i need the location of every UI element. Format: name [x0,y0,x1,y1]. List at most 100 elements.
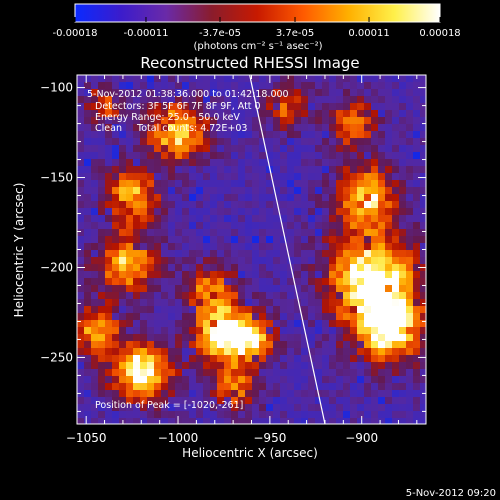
heatmap-cell [175,159,183,167]
heatmap-cell [189,306,197,314]
heatmap-cell [231,75,239,83]
heatmap-cell [336,131,344,139]
heatmap-cell [294,180,302,188]
heatmap-cell [350,411,358,419]
heatmap-cell [105,362,113,370]
heatmap-cell [406,264,414,272]
heatmap-cell [294,411,302,419]
heatmap-cell [385,131,393,139]
heatmap-cell [308,404,316,412]
heatmap-cell [140,341,148,349]
heatmap-cell [84,327,92,335]
heatmap-cell [231,236,239,244]
heatmap-cell [203,166,211,174]
heatmap-cell [98,110,106,118]
heatmap-cell [133,82,141,90]
heatmap-cell [77,355,85,363]
heatmap-cell [399,397,407,405]
heatmap-cell [371,250,379,258]
heatmap-cell [217,341,225,349]
heatmap-cell [336,173,344,181]
heatmap-cell [406,390,414,398]
heatmap-cell [98,208,106,216]
heatmap-cell [119,173,127,181]
heatmap-cell [168,334,176,342]
heatmap-cell [350,299,358,307]
heatmap-cell [336,404,344,412]
heatmap-cell [280,187,288,195]
heatmap-cell [98,103,106,111]
heatmap-cell [420,362,426,370]
heatmap-cell [147,89,155,97]
heatmap-cell [364,173,372,181]
heatmap-cell [140,152,148,160]
heatmap-cell [315,369,323,377]
heatmap-cell [154,222,162,230]
heatmap-cell [315,103,323,111]
heatmap-cell [371,89,379,97]
heatmap-cell [105,96,113,104]
heatmap-cell [168,173,176,181]
heatmap-cell [91,327,99,335]
heatmap-cell [189,159,197,167]
heatmap-cell [357,229,365,237]
heatmap-cell [84,89,92,97]
heatmap-cell [238,397,246,405]
heatmap-cell [343,215,351,223]
heatmap-cell [336,348,344,356]
heatmap-cell [259,271,267,279]
heatmap-cell [364,110,372,118]
heatmap-cell [280,327,288,335]
heatmap-cell [182,159,190,167]
heatmap-cell [399,264,407,272]
heatmap-cell [203,404,211,412]
x-tick-label: −950 [253,431,286,445]
heatmap-cell [98,215,106,223]
heatmap-cell [105,278,113,286]
heatmap-cell [91,348,99,356]
heatmap-cell [252,376,260,384]
heatmap-cell [91,75,99,83]
heatmap-cell [280,145,288,153]
heatmap-cell [420,152,426,160]
annotation-time-range: 5-Nov-2012 01:38:36.000 to 01:42:18.000 [87,89,289,100]
heatmap-cell [112,327,120,335]
heatmap-cell [84,376,92,384]
heatmap-cell [189,348,197,356]
heatmap-cell [168,250,176,258]
heatmap-cell [154,376,162,384]
heatmap-cell [168,229,176,237]
heatmap-cell [266,194,274,202]
heatmap-cell [112,145,120,153]
heatmap-cell [364,264,372,272]
heatmap-cell [133,229,141,237]
heatmap-cell [259,110,267,118]
heatmap-cell [259,180,267,188]
heatmap-cell [315,236,323,244]
heatmap-cell [413,327,421,335]
heatmap-cell [245,159,253,167]
heatmap-cell [91,278,99,286]
heatmap-cell [413,152,421,160]
heatmap-cell [329,145,337,153]
heatmap-cell [308,355,316,363]
heatmap-cell [315,313,323,321]
heatmap-cell [217,418,225,424]
heatmap-cell [399,418,407,424]
heatmap-cell [343,250,351,258]
heatmap-cell [140,180,148,188]
heatmap-cell [259,362,267,370]
heatmap-cell [259,285,267,293]
heatmap-cell [420,201,426,209]
heatmap-cell [294,306,302,314]
heatmap-cell [154,166,162,174]
heatmap-cell [371,124,379,132]
heatmap-cell [273,397,281,405]
heatmap-cell [294,145,302,153]
heatmap-cell [364,236,372,244]
heatmap-cell [112,299,120,307]
heatmap-cell [161,418,169,424]
heatmap-cell [350,89,358,97]
heatmap-cell [378,117,386,125]
heatmap-cell [196,376,204,384]
